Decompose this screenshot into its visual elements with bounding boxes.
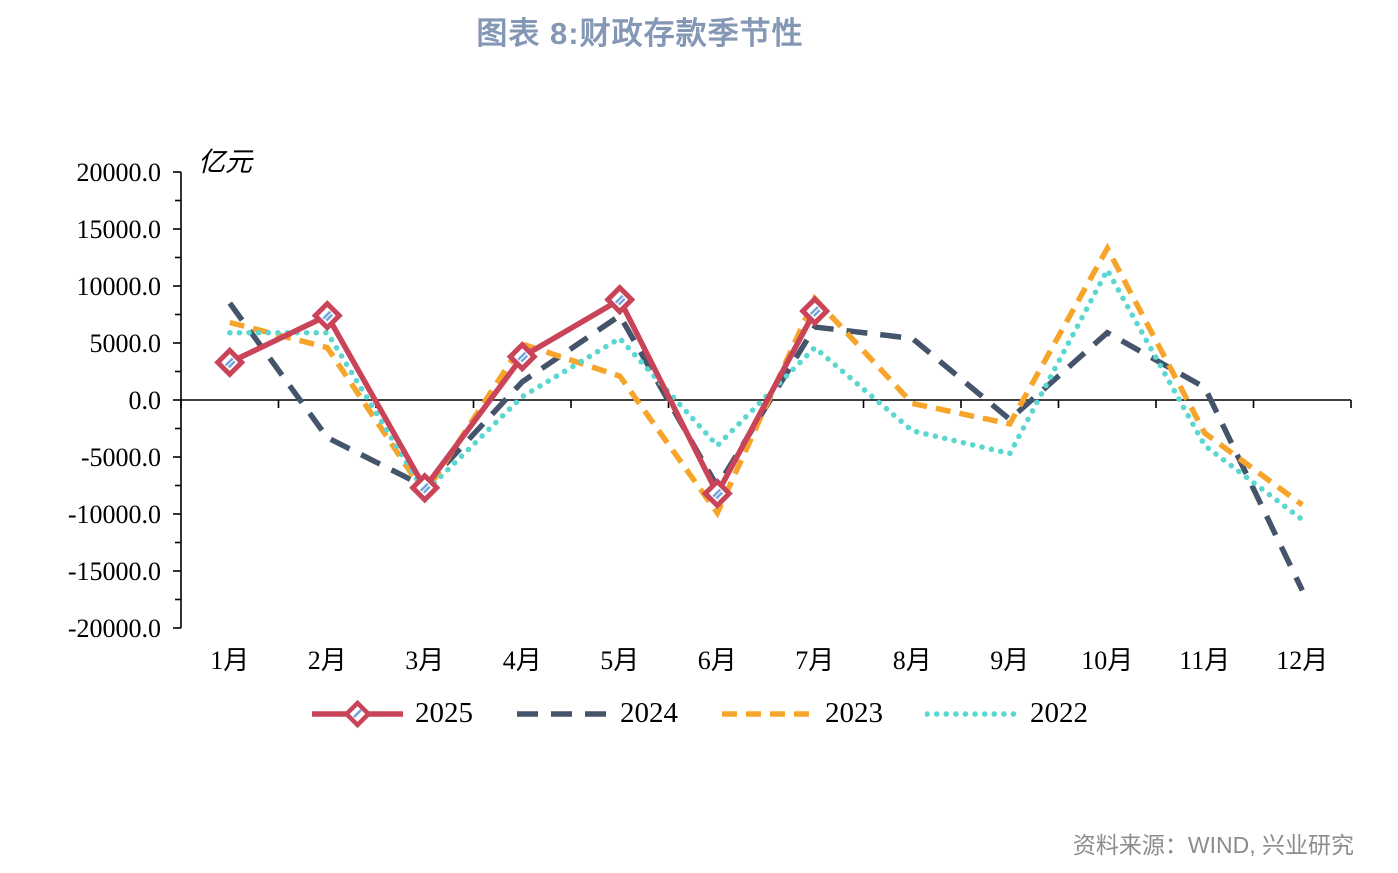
diamond-marker-stripe: [715, 491, 724, 500]
legend-swatch-2025: [312, 699, 403, 728]
y-tick-label: 0.0: [129, 386, 162, 415]
x-tick-label: 1月: [210, 646, 249, 675]
x-tick-label: 9月: [990, 646, 1029, 675]
x-tick-label: 12月: [1276, 646, 1328, 675]
diamond-marker-stripe: [224, 357, 234, 367]
legend-swatch-2024: [517, 710, 608, 717]
diamond-marker-stripe: [617, 297, 626, 306]
x-tick-label: 6月: [698, 646, 737, 675]
diamond-marker-stripe: [812, 309, 821, 317]
legend-item-2025: 2025: [310, 697, 473, 730]
diamond-marker-stripe: [517, 351, 527, 361]
legend-item-2023: 2023: [720, 697, 883, 730]
x-tick-label: 2月: [308, 646, 347, 675]
legend-item-2022: 2022: [925, 697, 1088, 730]
chart-title: 图表 8:财政存款季节性: [476, 16, 804, 51]
y-tick-label: 10000.0: [77, 272, 162, 301]
y-tick-label: -5000.0: [81, 443, 161, 472]
source-note: 资料来源：WIND, 兴业研究: [1072, 832, 1354, 858]
y-tick-label: -20000.0: [68, 614, 161, 643]
x-tick-label: 7月: [795, 646, 834, 675]
y-tick-label: 5000.0: [90, 329, 162, 358]
y-tick-label: -15000.0: [68, 557, 161, 586]
diamond-marker-stripe: [419, 482, 429, 492]
x-tick-label: 4月: [503, 646, 542, 675]
diamond-marker-stripe: [520, 354, 529, 363]
x-tick-label: 8月: [893, 646, 932, 675]
x-tick-label: 10月: [1081, 646, 1133, 675]
legend-marker-stripe: [353, 708, 362, 718]
diamond-marker-stripe: [325, 313, 334, 322]
diamond-marker-stripe: [712, 488, 722, 498]
legend-label-2024: 2024: [620, 697, 678, 729]
x-tick-label: 3月: [405, 646, 444, 675]
y-axis-unit-label: 亿元: [198, 147, 252, 178]
legend-label-2025: 2025: [415, 697, 473, 729]
series-line-2023: [229, 242, 1304, 519]
legend-swatch-2023: [722, 710, 813, 717]
diamond-marker-stripe: [227, 360, 236, 369]
chart-legend: 2025 2024 2023 2022: [0, 697, 1398, 730]
diamond-marker-stripe: [422, 485, 431, 494]
y-tick-label: 20000.0: [77, 158, 162, 187]
legend-item-2024: 2024: [515, 697, 678, 730]
diamond-marker-stripe: [614, 294, 624, 304]
x-tick-label: 11月: [1179, 646, 1230, 675]
y-tick-label: -10000.0: [68, 500, 161, 529]
x-tick-label: 5月: [600, 646, 639, 675]
y-tick-label: 15000.0: [77, 215, 162, 244]
diamond-marker-stripe: [322, 310, 332, 320]
diamond-marker-stripe: [809, 306, 819, 315]
legend-label-2022: 2022: [1030, 697, 1088, 729]
legend-label-2023: 2023: [825, 697, 883, 729]
legend-swatch-2022: [925, 710, 1020, 717]
